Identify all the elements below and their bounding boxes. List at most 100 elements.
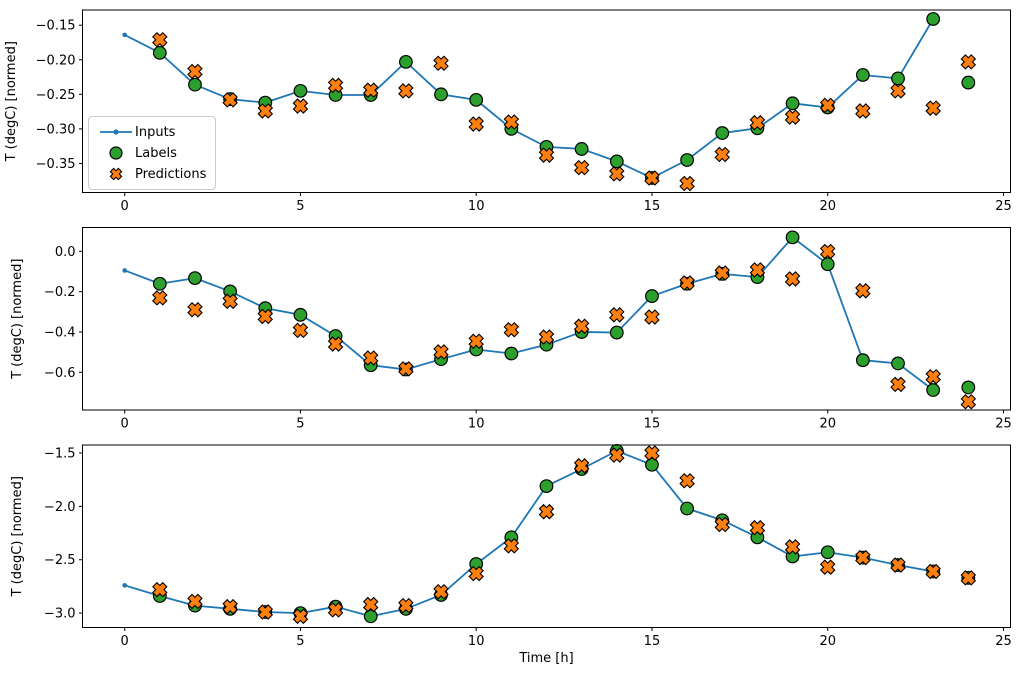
label-point — [363, 609, 378, 624]
y-tick-label: −3.0 — [44, 607, 76, 622]
prediction-point — [644, 170, 660, 186]
label-point — [820, 257, 835, 272]
label-point — [504, 346, 519, 361]
prediction-point — [819, 243, 836, 260]
prediction-point — [644, 445, 660, 461]
prediction-point — [327, 77, 344, 94]
legend-item-inputs: Inputs — [97, 123, 205, 141]
prediction-point — [890, 376, 906, 393]
y-tick-label: −0.15 — [36, 19, 76, 34]
label-point — [785, 230, 800, 245]
label-point — [152, 276, 167, 291]
prediction-point — [573, 318, 590, 335]
prediction-point — [503, 538, 520, 554]
x-tick-label: 25 — [995, 634, 1012, 649]
prediction-point — [925, 563, 941, 580]
label-point — [855, 68, 870, 82]
prediction-point — [468, 116, 484, 132]
prediction-point — [749, 519, 766, 536]
prediction-point — [784, 539, 801, 555]
y-axis-label: T (degC) [normed] — [10, 259, 25, 380]
prediction-point — [362, 350, 379, 366]
x-tick-label: 0 — [121, 417, 129, 432]
axes-frame — [82, 444, 1011, 628]
legend: Inputs Labels Predictions — [88, 116, 216, 190]
input-point — [122, 32, 127, 38]
x-tick-label: 15 — [644, 417, 661, 432]
prediction-point — [679, 275, 695, 291]
label-point — [785, 96, 800, 111]
subplot-bottom: 0 5 10 15 20 25 −1.5 −2.0 −2.5 −3.0 T (degC) [norm… — [10, 443, 1012, 649]
prediction-point — [749, 262, 766, 278]
prediction-point — [855, 103, 871, 119]
y-tick-label: −1.5 — [44, 447, 76, 462]
prediction-point — [819, 97, 836, 114]
y-tick-label: −0.25 — [36, 88, 76, 103]
prediction-point — [573, 159, 590, 176]
prediction-point — [222, 293, 238, 310]
prediction-point — [152, 581, 168, 598]
prediction-point — [152, 290, 168, 306]
label-point — [293, 307, 308, 322]
prediction-point — [573, 458, 590, 474]
label-point — [680, 501, 695, 516]
prediction-point — [784, 271, 801, 287]
label-point — [715, 126, 730, 140]
label-point — [188, 271, 202, 286]
prediction-point — [538, 503, 555, 520]
prediction-point — [327, 602, 344, 618]
prediction-point — [538, 329, 555, 345]
x-axis-label: Time [h] — [518, 651, 573, 666]
x-tick-label: 0 — [121, 634, 129, 649]
prediction-point — [292, 608, 309, 625]
prediction-point — [433, 583, 449, 600]
labels-circle-icon — [97, 145, 135, 161]
label-point — [539, 479, 554, 493]
prediction-point — [855, 549, 871, 566]
prediction-point — [503, 114, 520, 130]
legend-item-predictions: Predictions — [97, 165, 207, 183]
label-point — [926, 383, 941, 397]
label-point — [152, 45, 167, 60]
label-point — [293, 83, 308, 98]
label-point — [609, 154, 624, 169]
label-point — [891, 356, 905, 371]
prediction-point — [749, 114, 766, 131]
y-axis-label: T (degC) [normed] — [4, 41, 19, 162]
x-tick-label: 15 — [644, 634, 661, 649]
legend-label-predictions: Predictions — [135, 166, 207, 182]
prediction-point — [327, 336, 344, 352]
prediction-point — [784, 109, 801, 125]
prediction-point — [292, 322, 309, 339]
prediction-point — [890, 83, 906, 99]
prediction-point — [925, 100, 941, 116]
x-tick-label: 20 — [819, 417, 836, 432]
legend-item-labels: Labels — [97, 144, 205, 162]
x-tick-label: 20 — [819, 199, 836, 214]
x-tick-label: 5 — [296, 634, 304, 649]
subplot-middle: 0 5 10 15 20 25 0.0 −0.2 −0.4 −0.6 T (degC) [norme… — [10, 227, 1012, 432]
prediction-point — [960, 570, 977, 586]
x-tick-label: 0 — [121, 199, 129, 214]
prediction-point — [644, 309, 660, 325]
prediction-point — [925, 368, 941, 385]
prediction-point — [292, 98, 309, 114]
label-point — [926, 12, 941, 26]
y-tick-label: −2.0 — [44, 500, 76, 515]
subplot-top: 0 5 10 15 20 25 −0.15 −0.20 −0.25 −0.30 −0.35 T (de… — [4, 9, 1012, 214]
legend-label-inputs: Inputs — [135, 124, 176, 140]
prediction-point — [362, 596, 379, 613]
prediction-point — [222, 92, 238, 108]
prediction-point — [433, 344, 449, 360]
legend-label-labels: Labels — [135, 145, 177, 161]
label-point — [645, 289, 659, 303]
label-point — [820, 545, 835, 560]
prediction-point — [468, 565, 484, 582]
prediction-point — [257, 103, 274, 119]
prediction-point — [714, 516, 731, 533]
y-axis-label: T (degC) [normed] — [10, 476, 25, 597]
x-tick-label: 25 — [995, 417, 1012, 432]
label-point — [609, 325, 624, 340]
